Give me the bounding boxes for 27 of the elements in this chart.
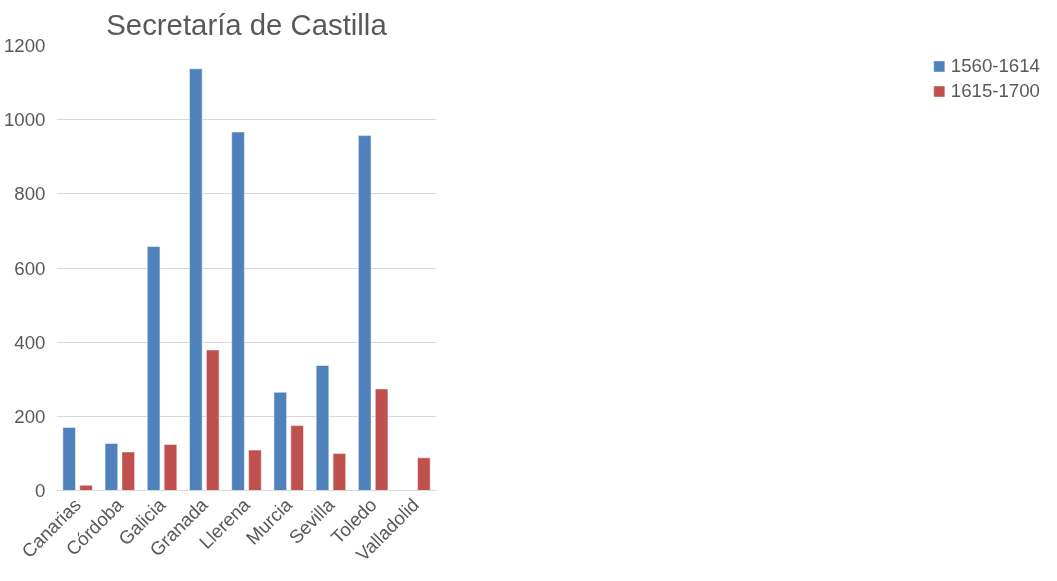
bar bbox=[189, 68, 203, 491]
bar bbox=[315, 365, 330, 491]
y-tick-label: 600 bbox=[14, 257, 46, 279]
legend-label: 1615-1700 bbox=[950, 80, 1040, 102]
y-tick-label: 1200 bbox=[4, 35, 46, 56]
bar bbox=[332, 453, 346, 491]
bar bbox=[79, 485, 93, 491]
bar bbox=[206, 349, 220, 491]
y-tick-label: 400 bbox=[14, 331, 46, 353]
bar bbox=[104, 443, 118, 491]
bar bbox=[290, 425, 304, 491]
bar bbox=[273, 391, 287, 491]
bar bbox=[417, 457, 431, 491]
legend-label: 1560-1614 bbox=[950, 55, 1040, 77]
bar bbox=[163, 444, 178, 491]
bar bbox=[62, 427, 76, 491]
bar bbox=[358, 135, 372, 491]
bar bbox=[147, 246, 161, 491]
y-tick-label: 200 bbox=[14, 405, 46, 427]
bar bbox=[248, 449, 262, 491]
bar bbox=[121, 451, 135, 491]
y-tick-label: 800 bbox=[14, 183, 46, 205]
bar bbox=[375, 388, 389, 491]
bar bbox=[231, 131, 245, 491]
y-tick-label: 1000 bbox=[4, 109, 46, 131]
y-tick-label: 0 bbox=[35, 480, 46, 501]
chart-title: Secretaría de Castilla bbox=[106, 7, 388, 41]
